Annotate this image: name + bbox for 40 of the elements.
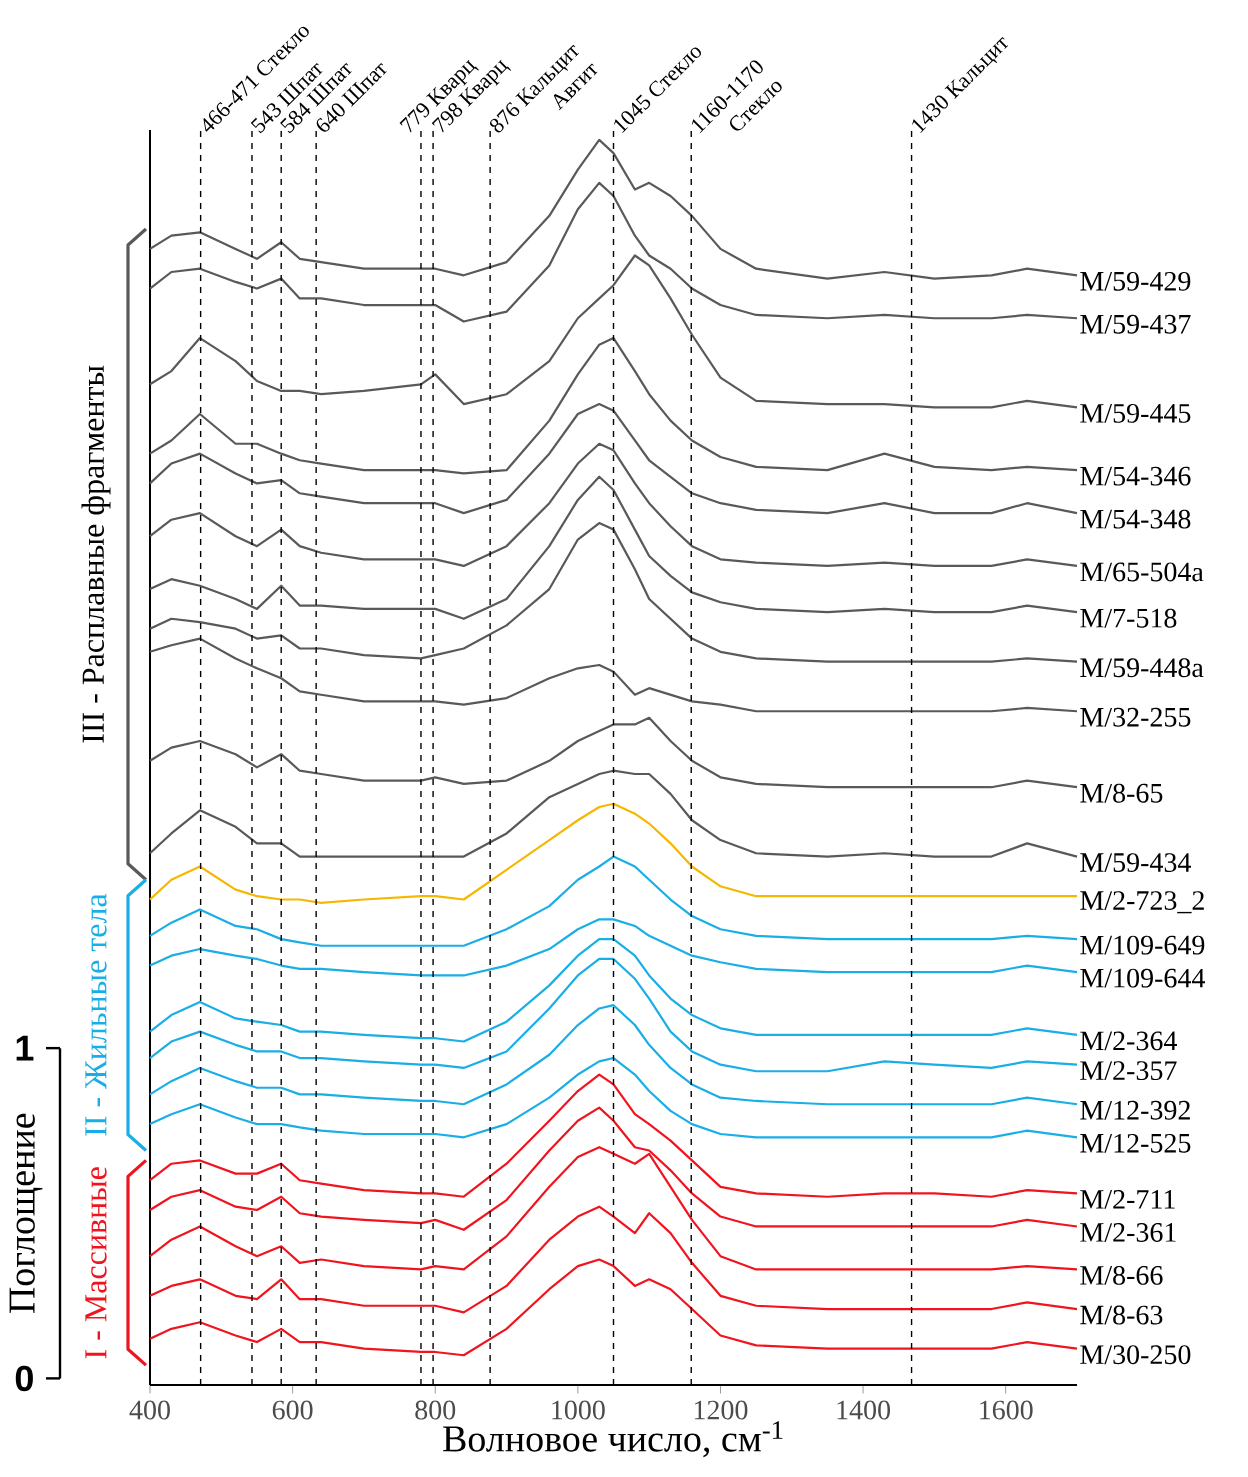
series-label: M/12-525 — [1080, 1133, 1191, 1153]
x-tick-label: 1000 — [552, 1400, 605, 1420]
series-label: M/65-504a — [1080, 562, 1204, 582]
series-label: M/59-445 — [1080, 404, 1191, 423]
line-series — [148, 1073, 1079, 1198]
series-label: M/2-361 — [1080, 1223, 1176, 1242]
line-series — [148, 254, 1079, 409]
y-tick-label: 0 — [15, 1365, 33, 1392]
series-label: M/2-711 — [1080, 1190, 1175, 1209]
series-label: M/59-448a — [1080, 658, 1204, 678]
series-label: M/54-348 — [1080, 509, 1191, 529]
series-label: M/8-65 — [1080, 783, 1163, 803]
series-label: M/7-518 — [1080, 608, 1177, 628]
x-axis-title: Волновое число, см$^{-1}$ — [443, 1421, 783, 1458]
series-label: M/109-644 — [1080, 968, 1205, 988]
x-tick-label: 1600 — [980, 1400, 1033, 1420]
x-tick-label: 1200 — [694, 1400, 748, 1420]
x-tick-label: 600 — [272, 1400, 313, 1420]
x-tick-label: 800 — [415, 1400, 456, 1420]
series-label: M/54-346 — [1080, 466, 1191, 486]
series-label: M/2-723_2 — [1080, 891, 1204, 914]
text: I - Массивные — [85, 1167, 107, 1359]
line-series — [148, 957, 1079, 1073]
series-label: M/8-63 — [1080, 1305, 1163, 1325]
text: III - Расплавные фрагменты — [81, 365, 111, 743]
series-label: M/59-434 — [1080, 853, 1191, 872]
series-label: M/109-649 — [1080, 935, 1205, 955]
x-tick-label: 400 — [129, 1400, 170, 1420]
series-label: M/59-437 — [1080, 314, 1191, 334]
series-label: M/59-429 — [1080, 271, 1191, 291]
series-label: M/12-392 — [1080, 1100, 1190, 1120]
series-label: M/2-357 — [1080, 1061, 1177, 1081]
text: II - Жильные тела — [85, 893, 107, 1136]
series-label: M/2-364 — [1080, 1031, 1177, 1051]
y-axis-title: Поглощение — [9, 1113, 43, 1314]
series-label: M/30-250 — [1080, 1345, 1191, 1365]
series-label: M/32-255 — [1080, 707, 1191, 727]
x-tick-label: 1400 — [837, 1400, 891, 1420]
y-tick-label: 1 — [16, 1035, 34, 1061]
series-label: M/8-66 — [1080, 1265, 1163, 1285]
